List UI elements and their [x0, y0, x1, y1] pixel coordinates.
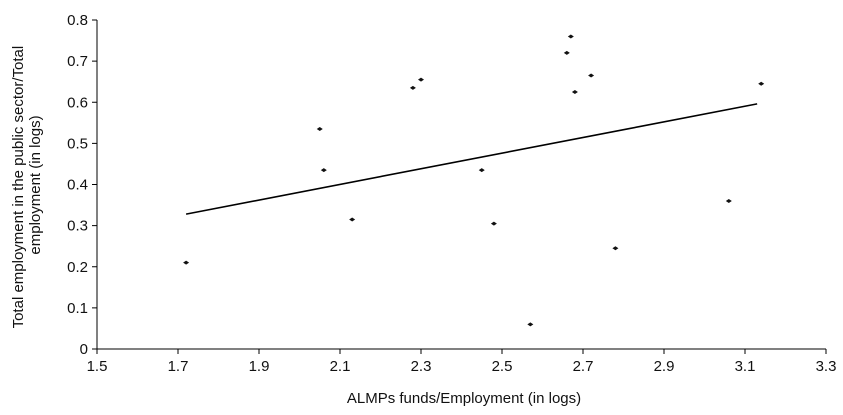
x-axis-title: ALMPs funds/Employment (in logs) [347, 390, 581, 407]
x-tick-label: 1.5 [87, 358, 108, 375]
y-axis-title: Total employment in the public sector/To… [10, 42, 44, 329]
x-tick-label: 3.1 [735, 358, 756, 375]
data-point [418, 77, 424, 82]
y-tick-label: 0.1 [67, 300, 88, 317]
data-point [612, 246, 619, 251]
y-axis-title-line-2: employment (in logs) [27, 115, 44, 254]
data-point [320, 168, 327, 173]
data-point [563, 50, 570, 55]
points-layer [183, 34, 765, 327]
x-tick-label: 3.3 [816, 358, 837, 375]
y-axis-title-line-1: Total employment in the public sector/To… [10, 46, 27, 329]
data-point [758, 81, 765, 86]
trendline [185, 103, 758, 215]
x-tick-label: 2.7 [573, 358, 594, 375]
y-tick-label: 0.3 [67, 218, 88, 235]
data-point [490, 221, 497, 226]
data-point [571, 89, 578, 94]
data-point [183, 260, 190, 265]
y-tick-label: 0.7 [67, 53, 88, 70]
y-tick-label: 0 [80, 341, 88, 358]
x-tick-label: 2.5 [492, 358, 513, 375]
x-tick-label: 1.9 [249, 358, 270, 375]
data-point [478, 168, 485, 173]
data-point [409, 85, 416, 90]
x-tick-label: 1.7 [168, 358, 189, 375]
y-tick-label: 0.6 [67, 94, 88, 111]
data-point [349, 217, 356, 222]
data-point [588, 73, 595, 78]
labels-layer: ALMPs funds/Employment (in logs) Total e… [10, 42, 581, 407]
x-tick-label: 2.1 [330, 358, 351, 375]
data-point [527, 322, 534, 327]
data-point [316, 126, 323, 131]
data-point [567, 34, 574, 39]
x-tick-label: 2.9 [654, 358, 675, 375]
trendline-layer [185, 103, 758, 215]
axes: 0 0.1 0.2 0.3 0.4 0.5 0.6 0.7 0.8 1.5 1.7 1.9 2.1 2.3… [67, 12, 836, 375]
y-tick-label: 0.8 [67, 12, 88, 29]
y-tick-label: 0.4 [67, 177, 88, 194]
y-tick-label: 0.5 [67, 135, 88, 152]
y-tick-label: 0.2 [67, 259, 88, 276]
data-point [725, 198, 732, 203]
x-tick-label: 2.3 [411, 358, 432, 375]
